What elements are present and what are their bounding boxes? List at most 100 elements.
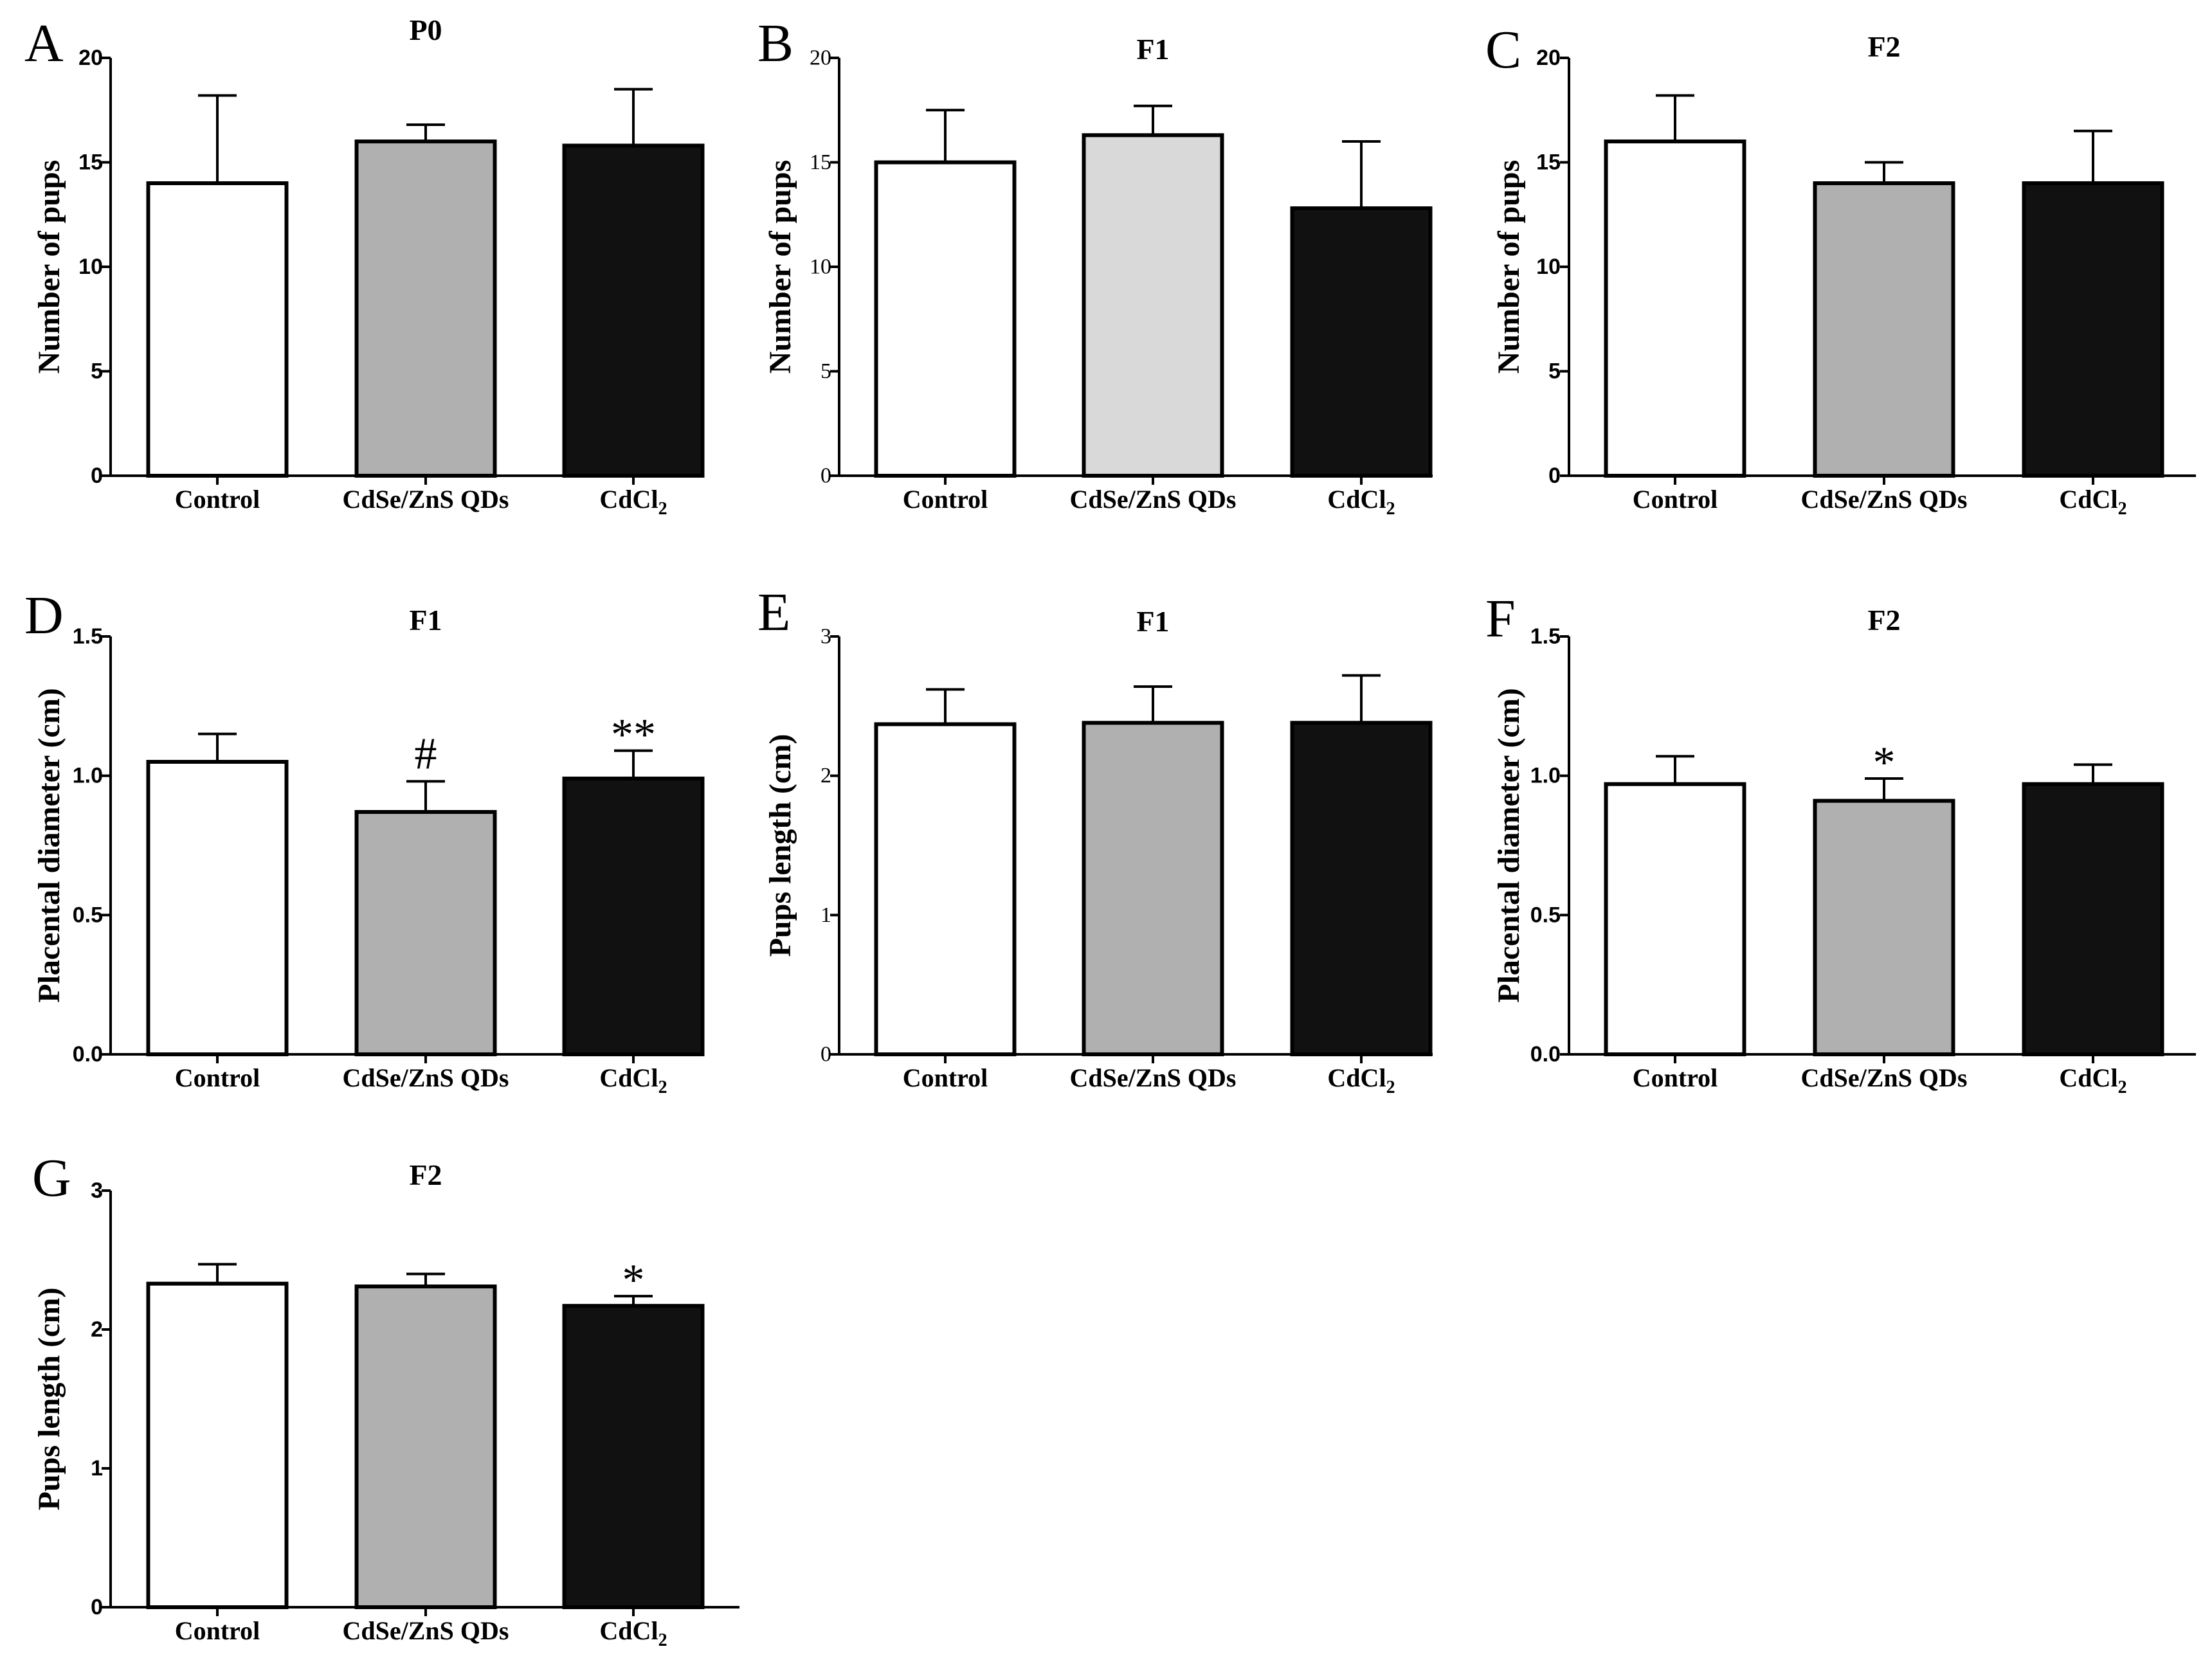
bar-cdcl2 xyxy=(2022,782,2164,1056)
y-tick-label: 1.0 xyxy=(73,764,103,788)
chart-title: F1 xyxy=(409,604,442,636)
y-tick-label: 5 xyxy=(1548,359,1561,384)
panel-letter: G xyxy=(32,1148,71,1208)
x-tick-label: Control xyxy=(175,485,260,514)
chart-panel-e: E F1 Pups length (cm) 0 1 2 3 Control CdSe/ZnS Q… xyxy=(757,582,1433,1097)
y-tick-label: 20 xyxy=(78,46,103,70)
y-tick-label: 5 xyxy=(820,359,831,383)
y-tick-label: 10 xyxy=(78,255,103,279)
bar-cdcl2 xyxy=(562,777,705,1056)
x-tick-label: Control xyxy=(175,1616,260,1645)
y-tick-label: 0.5 xyxy=(73,903,103,927)
chart-title: F1 xyxy=(1136,605,1169,638)
bar-control xyxy=(146,181,289,478)
chart-title: F2 xyxy=(1867,30,1900,63)
y-tick-label: 0 xyxy=(91,464,103,488)
x-tick-label: CdSe/ZnS QDs xyxy=(343,485,509,514)
significance-marker: * xyxy=(1873,738,1896,788)
bar-cdse-zns-qds xyxy=(1082,721,1224,1057)
y-tick-label: 10 xyxy=(1536,255,1561,279)
significance-marker: # xyxy=(415,729,437,779)
chart-panel-c: C F2 Number of pups 0 5 10 15 20 Control CdSe/ZnS… xyxy=(1485,20,2196,519)
bar-cdcl2 xyxy=(2022,181,2164,478)
chart-panel-g: G F2 Pups length (cm) 0 1 2 3 Control CdSe/ZnS Q… xyxy=(32,1148,739,1650)
x-tick-label: CdCl2 xyxy=(2059,485,2126,519)
bar-cdse-zns-qds xyxy=(354,1284,497,1610)
chart-panel-d: D F1 Placental diameter (cm) 0.0 0.5 1.0 1.5 Co… xyxy=(24,586,705,1097)
bar-cdse-zns-qds xyxy=(1082,133,1224,478)
y-axis-label: Placental diameter (cm) xyxy=(32,688,66,1003)
chart-title: F1 xyxy=(1136,33,1169,66)
y-tick-label: 2 xyxy=(820,764,831,788)
y-tick-label: 2 xyxy=(91,1317,103,1342)
x-tick-label: CdSe/ZnS QDs xyxy=(1801,1063,1968,1092)
y-tick-label: 15 xyxy=(1536,150,1561,175)
panel-letter: F xyxy=(1485,589,1516,649)
y-tick-label: 0 xyxy=(820,464,831,488)
y-tick-label: 3 xyxy=(820,625,831,649)
y-tick-label: 10 xyxy=(810,255,831,279)
y-axis-label: Pups length (cm) xyxy=(32,1288,66,1511)
bar-cdcl2 xyxy=(1290,721,1433,1057)
x-tick-label: CdCl2 xyxy=(599,1063,667,1097)
y-tick-label: 0.0 xyxy=(1530,1042,1561,1067)
y-axis-label: Number of pups xyxy=(32,160,66,374)
y-tick-label: 15 xyxy=(78,150,103,175)
x-tick-label: Control xyxy=(903,485,988,514)
y-axis-label: Number of pups xyxy=(763,160,797,374)
y-tick-label: 1 xyxy=(91,1456,103,1481)
panel-letter: B xyxy=(757,14,793,73)
significance-marker: ** xyxy=(611,710,656,760)
chart-panel-b: B F1 Number of pups 0 5 10 15 20 Control CdSe/ZnS… xyxy=(757,14,1433,519)
chart-title: F2 xyxy=(409,1158,442,1191)
y-tick-label: 0.5 xyxy=(1530,903,1561,927)
bar-cdse-zns-qds xyxy=(1813,798,1955,1056)
x-tick-label: CdSe/ZnS QDs xyxy=(1070,485,1237,514)
bar-cdse-zns-qds xyxy=(354,810,497,1056)
bar-control xyxy=(146,1281,289,1609)
chart-panel-a: A P0 Number of pups 0 5 10 15 20 Control CdSe/ZnS… xyxy=(24,14,705,519)
bar-cdcl2 xyxy=(562,143,705,478)
bar-control xyxy=(1604,140,1746,478)
x-tick-label: CdSe/ZnS QDs xyxy=(343,1063,509,1092)
bar-control xyxy=(1604,782,1746,1056)
bar-control xyxy=(874,722,1017,1056)
y-tick-label: 20 xyxy=(1536,46,1561,70)
x-tick-label: Control xyxy=(1633,485,1718,514)
y-tick-label: 1.5 xyxy=(73,624,103,649)
y-tick-label: 20 xyxy=(810,46,831,70)
x-tick-label: CdCl2 xyxy=(1327,485,1395,519)
chart-title: F2 xyxy=(1867,604,1900,636)
x-tick-label: CdCl2 xyxy=(599,1616,667,1650)
y-tick-label: 3 xyxy=(91,1178,103,1203)
x-tick-label: CdCl2 xyxy=(2059,1063,2126,1097)
bar-cdcl2 xyxy=(1290,206,1433,478)
bar-cdse-zns-qds xyxy=(354,140,497,478)
bar-control xyxy=(146,760,289,1056)
x-tick-label: Control xyxy=(903,1063,988,1092)
bar-cdcl2 xyxy=(562,1304,705,1610)
panel-letter: D xyxy=(24,586,64,645)
x-tick-label: CdSe/ZnS QDs xyxy=(343,1616,509,1645)
y-tick-label: 0.0 xyxy=(73,1042,103,1067)
x-tick-label: Control xyxy=(175,1063,260,1092)
bar-cdse-zns-qds xyxy=(1813,181,1955,478)
panel-letter: E xyxy=(757,582,790,642)
x-tick-label: CdSe/ZnS QDs xyxy=(1070,1063,1237,1092)
x-tick-label: CdCl2 xyxy=(1327,1063,1395,1097)
y-axis-label: Placental diameter (cm) xyxy=(1492,688,1526,1003)
panel-letter: A xyxy=(24,14,64,73)
chart-title: P0 xyxy=(409,14,442,46)
y-tick-label: 15 xyxy=(810,150,831,174)
chart-panel-f: F F2 Placental diameter (cm) 0.0 0.5 1.0 1.5 Co… xyxy=(1485,589,2196,1097)
x-tick-label: Control xyxy=(1633,1063,1718,1092)
y-axis-label: Number of pups xyxy=(1492,160,1526,374)
y-tick-label: 0 xyxy=(820,1043,831,1067)
y-tick-label: 1.5 xyxy=(1530,624,1561,649)
bar-control xyxy=(874,160,1017,478)
y-tick-label: 1.0 xyxy=(1530,764,1561,788)
y-tick-label: 5 xyxy=(91,359,103,384)
y-axis-label: Pups length (cm) xyxy=(763,734,797,957)
y-tick-label: 1 xyxy=(820,903,831,927)
